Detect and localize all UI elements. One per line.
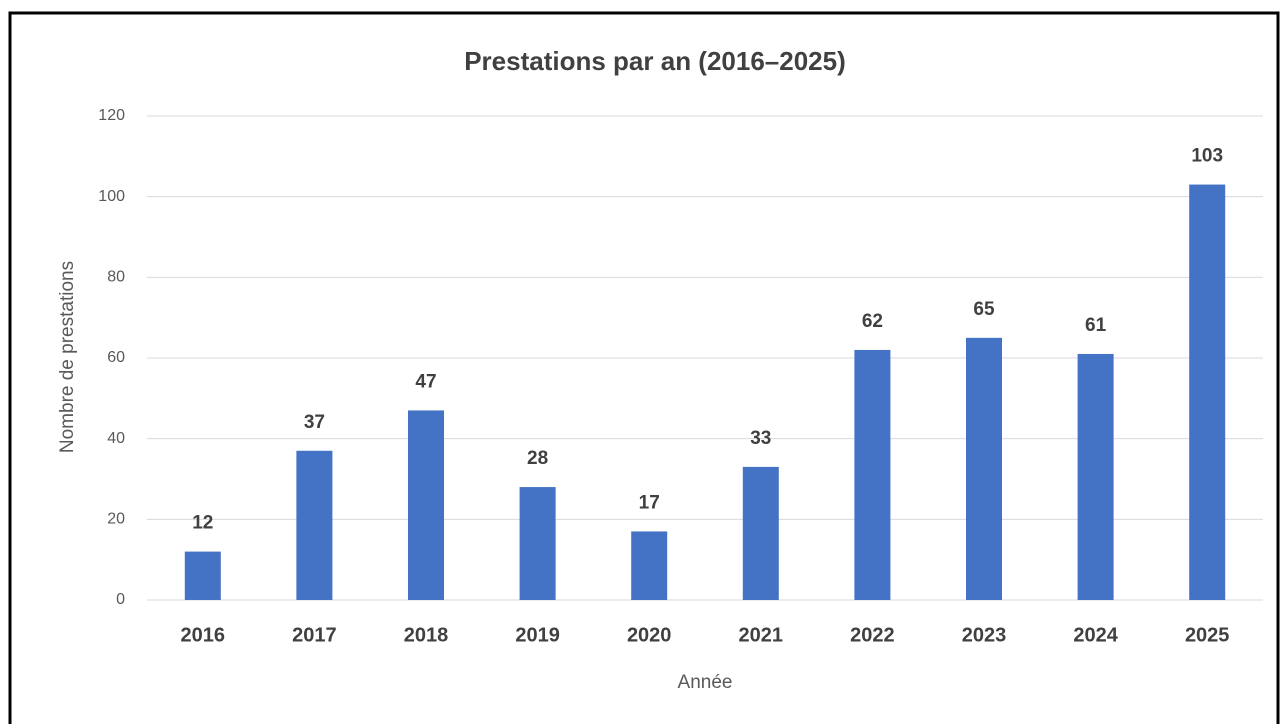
y-tick-label: 80 [107, 269, 125, 286]
data-label: 12 [192, 513, 213, 534]
data-label: 62 [862, 311, 883, 332]
x-tick-label: 2021 [739, 624, 784, 646]
y-tick-label: 20 [107, 511, 125, 528]
x-tick-label: 2017 [292, 624, 337, 646]
x-tick-label: 2022 [850, 624, 895, 646]
data-label: 28 [527, 448, 548, 469]
bar [1077, 353, 1114, 600]
data-label: 33 [750, 428, 771, 449]
bar [966, 337, 1002, 600]
bar [296, 450, 333, 600]
data-label: 61 [1085, 315, 1107, 336]
x-tick-label: 2024 [1073, 624, 1118, 646]
x-tick-label: 2023 [962, 624, 1007, 646]
x-tick-label: 2019 [515, 624, 560, 646]
x-tick-label: 2018 [404, 624, 449, 646]
data-label: 65 [973, 299, 995, 320]
chart-border [8, 11, 1280, 724]
bar [408, 410, 444, 600]
bar [1189, 184, 1226, 601]
x-tick-label: 2025 [1185, 624, 1230, 646]
x-tick-label: 2020 [627, 624, 672, 646]
y-tick-label: 120 [98, 107, 125, 124]
bar [184, 551, 221, 600]
bar [519, 487, 556, 600]
x-tick-label: 2016 [181, 624, 226, 646]
data-label: 103 [1191, 146, 1223, 167]
bar [742, 466, 779, 600]
y-tick-label: 40 [107, 430, 125, 447]
data-label: 17 [639, 492, 660, 513]
y-tick-label: 0 [116, 591, 125, 608]
y-tick-label: 100 [98, 188, 125, 205]
bar [854, 349, 891, 600]
chart-title: Prestations par an (2016–2025) [464, 46, 846, 76]
y-axis-label: Nombre de prestations [57, 261, 78, 453]
x-axis-label: Année [678, 672, 733, 693]
data-label: 37 [304, 412, 325, 433]
bar [631, 531, 668, 600]
y-tick-label: 60 [107, 349, 125, 366]
data-label: 47 [415, 371, 436, 392]
